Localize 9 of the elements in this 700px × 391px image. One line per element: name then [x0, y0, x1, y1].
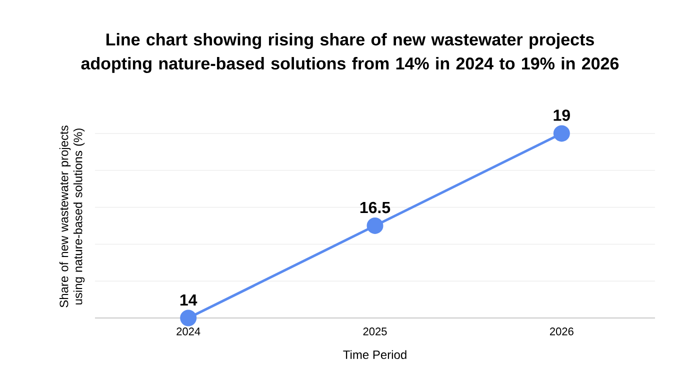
data-label: 16.5 [360, 202, 390, 214]
data-label: 14 [180, 294, 198, 306]
data-label: 19 [554, 110, 570, 121]
x-axis-title: Time Period [343, 350, 406, 359]
chart-title: Line chart showing rising share of new wastewater projects adopting nature-based solutions from 14% in 2024 to 19% in 2026 [81, 33, 619, 73]
x-tick-label: 2026 [550, 328, 574, 336]
y-axis-title: Share of new wastewater projects using nature-based solutions (%) [59, 126, 85, 308]
x-tick-label: 2025 [363, 328, 387, 336]
x-tick-label: 2024 [176, 328, 200, 336]
